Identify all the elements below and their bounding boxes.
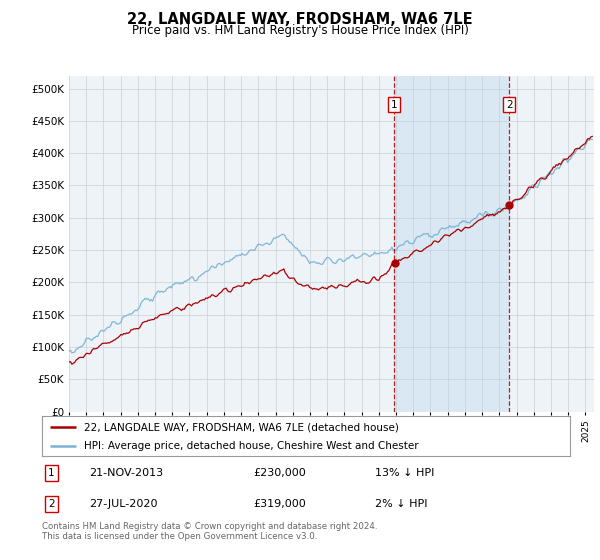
Text: £319,000: £319,000 [253, 499, 306, 509]
Text: 1: 1 [48, 468, 55, 478]
Text: HPI: Average price, detached house, Cheshire West and Chester: HPI: Average price, detached house, Ches… [84, 441, 419, 451]
Text: 1: 1 [391, 100, 398, 110]
Text: 2% ↓ HPI: 2% ↓ HPI [374, 499, 427, 509]
Text: 21-NOV-2013: 21-NOV-2013 [89, 468, 164, 478]
Text: Contains HM Land Registry data © Crown copyright and database right 2024.
This d: Contains HM Land Registry data © Crown c… [42, 522, 377, 542]
Text: 13% ↓ HPI: 13% ↓ HPI [374, 468, 434, 478]
Text: £230,000: £230,000 [253, 468, 306, 478]
Text: 22, LANGDALE WAY, FRODSHAM, WA6 7LE: 22, LANGDALE WAY, FRODSHAM, WA6 7LE [127, 12, 473, 27]
Text: 2: 2 [506, 100, 512, 110]
Text: Price paid vs. HM Land Registry's House Price Index (HPI): Price paid vs. HM Land Registry's House … [131, 24, 469, 36]
Bar [394, 76, 509, 412]
Text: 27-JUL-2020: 27-JUL-2020 [89, 499, 158, 509]
Text: 22, LANGDALE WAY, FRODSHAM, WA6 7LE (detached house): 22, LANGDALE WAY, FRODSHAM, WA6 7LE (det… [84, 422, 399, 432]
Text: 2: 2 [48, 499, 55, 509]
